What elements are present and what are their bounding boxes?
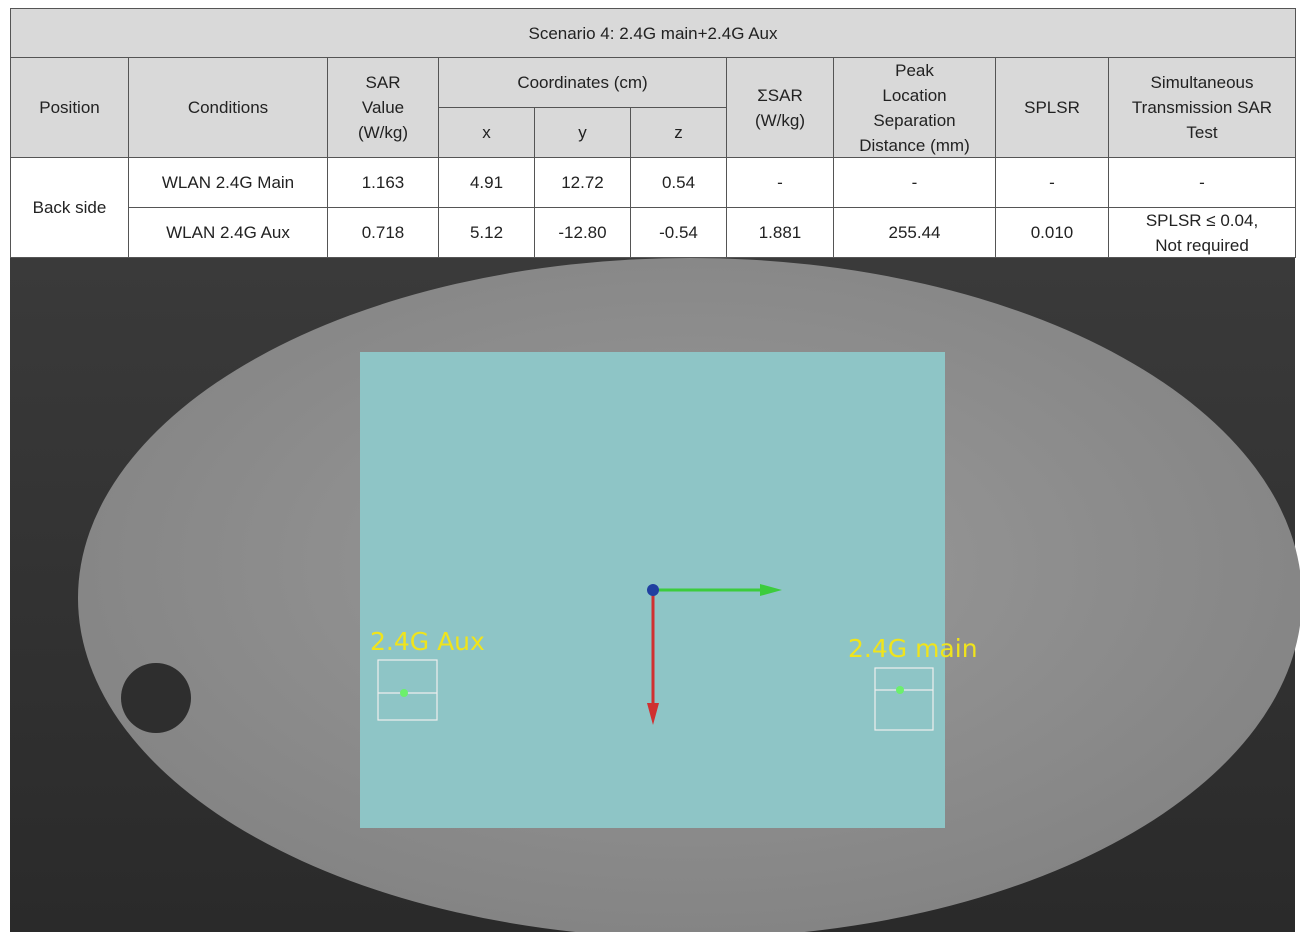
device [360,352,945,828]
cell-line: Separation [873,110,956,130]
cell-line: Not required [1155,235,1249,255]
table-cell: WLAN 2.4G Aux [128,207,328,258]
header-cell: y [534,107,631,158]
aux-label: 2.4G Aux [370,627,485,656]
table-cell: 0.010 [995,207,1109,258]
cell-line: SPLSR ≤ 0.04, [1145,210,1259,230]
cell-line: Test [1186,123,1218,142]
phantom [78,258,1300,932]
cell-line: ΣSAR [757,85,803,105]
cell-line: Peak [895,60,934,80]
cell-line: Location [882,85,947,105]
cell-line: Transmission SAR [1131,98,1273,117]
table-cell: SPLSR ≤ 0.04, Not required [1108,207,1296,258]
header-cell: Position [10,57,129,158]
header-cell: Peak Location Separation Distance (mm) [833,57,996,158]
table-cell: 1.881 [726,207,834,258]
header-cell: z [630,107,727,158]
header-cell: Coordinates (cm) [438,57,727,108]
table-cell: 4.91 [438,157,535,208]
table-cell: - [726,157,834,208]
header-cell: Conditions [128,57,328,158]
table-cell: WLAN 2.4G Main [128,157,328,208]
header-cell: Simultaneous Transmission SAR Test [1108,57,1296,158]
table-title: Scenario 4: 2.4G main+2.4G Aux [10,8,1296,58]
header-cell: SAR Value (W/kg) [327,57,439,158]
image-background [10,258,1295,932]
table-cell: 1.163 [327,157,439,208]
position-cell: Back side [10,157,129,258]
table-cell: 0.54 [630,157,727,208]
main-box [874,667,934,731]
cell-line: (W/kg) [357,123,409,142]
main-peak [896,686,904,694]
table-cell: 12.72 [534,157,631,208]
cell-line: Value [361,98,405,117]
table-cell: - [995,157,1109,208]
cell-line: SAR [365,73,401,92]
hole [121,663,191,733]
main-label: 2.4G main [848,634,978,663]
cell-line: (W/kg) [754,110,806,130]
arrow [647,703,659,725]
table-cell: 5.12 [438,207,535,258]
origin [647,584,659,596]
header-cell: x [438,107,535,158]
arrow [760,584,782,596]
table-cell: -12.80 [534,207,631,258]
table-cell: - [1108,157,1296,208]
header-cell: ΣSAR (W/kg) [726,57,834,158]
cell-line: Simultaneous [1150,73,1254,92]
aux-box [377,659,438,721]
table-cell: -0.54 [630,207,727,258]
table-cell: - [833,157,996,208]
cell-line: Distance (mm) [859,135,970,155]
table-cell: 255.44 [833,207,996,258]
table-cell: 0.718 [327,207,439,258]
header-cell: SPLSR [995,57,1109,158]
aux-peak [400,689,408,697]
